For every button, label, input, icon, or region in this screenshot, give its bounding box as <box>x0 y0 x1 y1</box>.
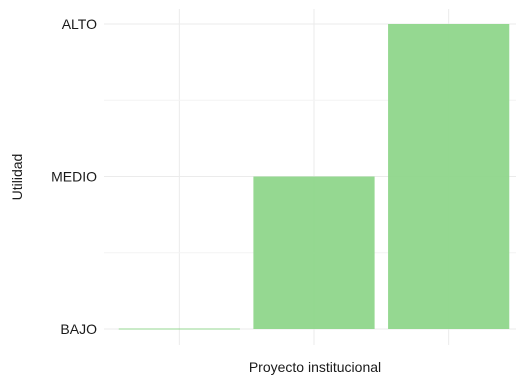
y-tick-labels: BAJO MEDIO ALTO <box>51 16 97 337</box>
y-tick-label: ALTO <box>62 16 97 32</box>
bar <box>388 24 510 329</box>
bar <box>253 176 375 329</box>
bar <box>118 328 240 330</box>
y-tick-label: BAJO <box>60 321 97 337</box>
bars <box>118 24 510 330</box>
y-tick-label: MEDIO <box>51 169 97 185</box>
y-axis-title: Utilidad <box>9 154 25 201</box>
x-axis-title: Proyecto institucional <box>249 359 381 375</box>
